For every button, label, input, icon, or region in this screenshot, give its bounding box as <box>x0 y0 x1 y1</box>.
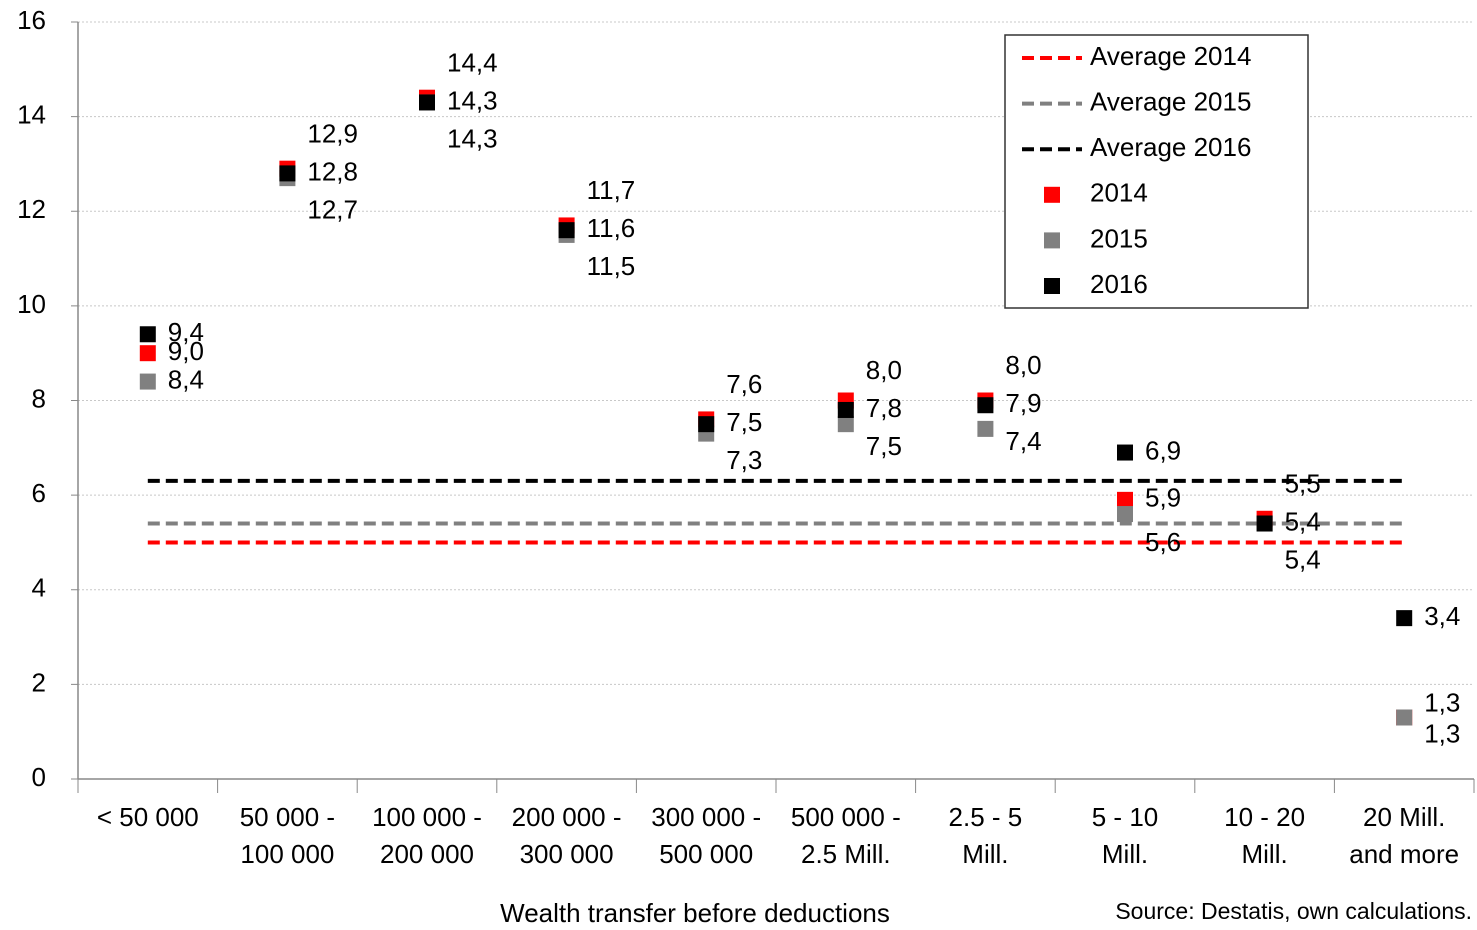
x-tick-label: Mill. <box>1102 839 1148 869</box>
data-label: 8,0 <box>866 355 902 385</box>
x-tick-label: 500 000 <box>659 839 753 869</box>
legend-marker <box>1044 186 1060 203</box>
marker <box>837 401 854 418</box>
data-label: 5,5 <box>1285 468 1321 498</box>
marker <box>1396 709 1413 726</box>
data-label: 7,5 <box>726 407 762 437</box>
data-label: 7,8 <box>866 393 902 423</box>
data-label: 14,3 <box>447 85 498 115</box>
x-tick-label: 5 - 10 <box>1092 802 1159 832</box>
data-label: 7,9 <box>1005 388 1041 418</box>
y-tick-label: 6 <box>32 478 46 508</box>
x-tick-label: < 50 000 <box>97 802 199 832</box>
data-label: 14,4 <box>447 47 498 77</box>
source-note: Source: Destatis, own calculations. <box>1115 898 1472 924</box>
data-label: 14,3 <box>447 123 498 153</box>
x-tick-label: 20 Mill. <box>1363 802 1445 832</box>
x-axis-label: Wealth transfer before deductions <box>500 898 890 928</box>
data-label: 7,6 <box>726 369 762 399</box>
marker <box>419 94 435 111</box>
data-label: 9,0 <box>168 336 204 366</box>
x-tick-label: 10 - 20 <box>1224 802 1305 832</box>
marker <box>1117 506 1133 523</box>
data-label: 1,3 <box>1424 718 1460 748</box>
data-label: 11,6 <box>587 213 636 243</box>
data-label: 5,9 <box>1145 483 1181 513</box>
y-tick-label: 0 <box>32 762 46 792</box>
legend-label: 2015 <box>1090 223 1148 253</box>
marker <box>139 373 156 390</box>
marker <box>977 420 994 437</box>
x-tick-label: 100 000 <box>240 839 334 869</box>
data-label: 7,5 <box>866 431 902 461</box>
legend-box <box>1004 34 1309 309</box>
x-tick-label: Mill. <box>1241 839 1287 869</box>
y-tick-label: 10 <box>17 289 46 319</box>
y-tick-label: 14 <box>17 100 46 130</box>
legend-label: Average 2016 <box>1090 132 1251 162</box>
data-label: 3,4 <box>1424 601 1460 631</box>
marker <box>698 416 715 433</box>
legend-label: Average 2015 <box>1090 86 1251 116</box>
x-tick-label: 50 000 - <box>240 802 335 832</box>
y-tick-label: 2 <box>32 667 46 697</box>
x-tick-label: 200 000 - <box>512 802 622 832</box>
data-label: 12,7 <box>307 194 358 224</box>
x-tick-label: 200 000 <box>380 839 474 869</box>
x-tick-label: and more <box>1349 839 1459 869</box>
legend-marker <box>1044 278 1060 294</box>
data-label: 12,9 <box>307 118 358 148</box>
y-tick-label: 4 <box>32 573 46 603</box>
marker <box>977 397 994 414</box>
x-tick-label: 100 000 - <box>372 802 482 832</box>
x-tick-label: 500 000 - <box>791 802 901 832</box>
marker <box>1256 515 1273 532</box>
legend-label: 2016 <box>1090 269 1148 299</box>
legend-marker <box>1044 232 1060 249</box>
x-tick-label: 300 000 - <box>651 802 761 832</box>
data-label: 8,0 <box>1005 350 1041 380</box>
marker <box>139 345 156 362</box>
marker <box>837 416 854 433</box>
x-tick-label: 2.5 - 5 <box>949 802 1023 832</box>
marker <box>1117 491 1133 508</box>
data-label: 7,4 <box>1005 426 1041 456</box>
legend-label: 2014 <box>1090 178 1148 208</box>
marker <box>1396 610 1413 627</box>
data-label: 5,6 <box>1145 527 1181 557</box>
marker <box>139 326 156 343</box>
data-label: 6,9 <box>1145 435 1181 465</box>
marker <box>279 165 296 182</box>
marker <box>558 222 575 239</box>
y-tick-label: 12 <box>17 194 46 224</box>
marker <box>1117 444 1133 461</box>
data-label: 7,3 <box>726 445 762 475</box>
data-label: 8,4 <box>168 364 204 394</box>
data-label: 5,4 <box>1285 544 1321 574</box>
data-label: 12,8 <box>307 156 358 186</box>
x-tick-label: 2.5 Mill. <box>801 839 891 869</box>
legend-label: Average 2014 <box>1090 41 1251 71</box>
y-tick-label: 16 <box>17 5 46 35</box>
data-label: 1,3 <box>1424 687 1460 717</box>
y-tick-label: 8 <box>32 383 46 413</box>
x-tick-label: Mill. <box>962 839 1008 869</box>
data-label: 11,5 <box>587 251 636 281</box>
data-label: 5,4 <box>1285 506 1321 536</box>
data-label: 11,7 <box>587 175 636 205</box>
x-tick-label: 300 000 <box>520 839 614 869</box>
data-label: 9,4 <box>168 317 204 347</box>
